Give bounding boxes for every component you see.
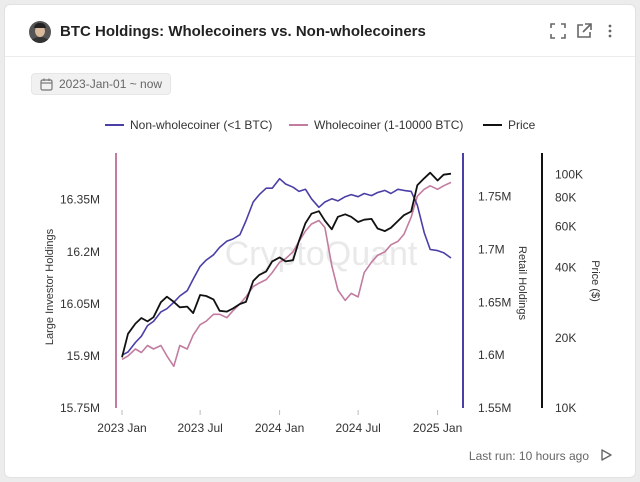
retail-tick-label: 1.55M xyxy=(478,401,511,415)
non-wholecoiner-line xyxy=(121,177,452,356)
legend-label[interactable]: Wholecoiner (1-10000 BTC) xyxy=(314,118,463,132)
date-range-filter[interactable]: 2023-Jan-01 ~ now xyxy=(31,73,172,95)
x-tick-label: 2023 Jul xyxy=(177,421,222,435)
retail-tick-label: 1.7M xyxy=(478,243,505,257)
price-tick-label: 10K xyxy=(555,401,576,415)
retail-tick-label: 1.75M xyxy=(478,190,511,204)
x-tick-label: 2025 Jan xyxy=(413,421,462,435)
left-axis-title: Large Investor Holdings xyxy=(44,228,56,345)
last-run-text: Last run: 10 hours ago xyxy=(468,449,589,463)
retail-axis-title: Retail Holdings xyxy=(516,246,528,320)
left-tick-label: 15.75M xyxy=(60,401,100,415)
calendar-icon xyxy=(40,78,53,91)
price-tick-label: 80K xyxy=(555,190,576,204)
chart-svg: Non-wholecoiner (<1 BTC) Wholecoiner (1-1… xyxy=(44,118,601,435)
left-tick-label: 15.9M xyxy=(67,349,100,363)
left-tick-label: 16.35M xyxy=(60,193,100,207)
x-tick-label: 2024 Jan xyxy=(255,421,304,435)
price-tick-label: 100K xyxy=(555,168,583,182)
price-axis-title: Price ($) xyxy=(589,260,601,302)
retail-tick-label: 1.65M xyxy=(478,295,511,309)
retail-tick-label: 1.6M xyxy=(478,348,505,362)
legend-label[interactable]: Non-wholecoiner (<1 BTC) xyxy=(130,118,272,132)
legend-label[interactable]: Price xyxy=(508,118,536,132)
chart-legend: Non-wholecoiner (<1 BTC) Wholecoiner (1-1… xyxy=(105,118,536,132)
expand-icon[interactable] xyxy=(549,22,567,40)
more-vertical-icon[interactable] xyxy=(601,22,619,40)
price-tick-label: 60K xyxy=(555,219,576,233)
card-header: BTC Holdings: Wholecoiners vs. Non-whole… xyxy=(5,5,635,57)
x-tick-label: 2024 Jul xyxy=(335,421,380,435)
author-avatar[interactable] xyxy=(29,21,51,43)
chart-title: BTC Holdings: Wholecoiners vs. Non-whole… xyxy=(60,23,426,40)
price-line xyxy=(121,171,452,358)
open-external-icon[interactable] xyxy=(575,22,593,40)
wholecoiner-line xyxy=(121,181,452,368)
left-tick-label: 16.2M xyxy=(67,245,100,259)
watermark: CryptoQuant xyxy=(225,235,418,273)
x-tick-label: 2023 Jan xyxy=(97,421,146,435)
price-tick-label: 40K xyxy=(555,261,576,275)
price-tick-label: 20K xyxy=(555,331,576,345)
left-tick-label: 16.05M xyxy=(60,297,100,311)
play-icon[interactable] xyxy=(599,448,613,462)
date-range-text: 2023-Jan-01 ~ now xyxy=(59,77,163,91)
chart-card: BTC Holdings: Wholecoiners vs. Non-whole… xyxy=(4,4,636,478)
